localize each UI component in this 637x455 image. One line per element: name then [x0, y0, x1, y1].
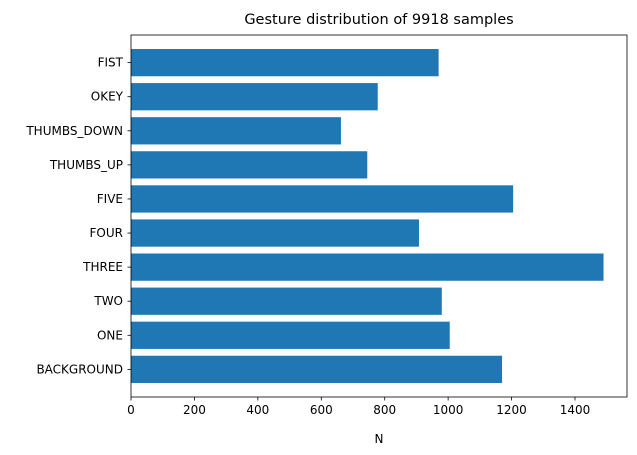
bar-okey — [131, 83, 378, 111]
x-axis-ticks: 0 200 400 600 800 1000 1200 1400 — [127, 397, 590, 417]
y-tick-label-three: THREE — [82, 260, 123, 274]
bar-three — [131, 253, 604, 281]
y-axis-ticks: BACKGROUND ONE TWO THREE FOUR FIVE THUMBS_UP TH… — [25, 56, 131, 376]
x-tick-label-400: 400 — [246, 403, 269, 417]
chart-title: Gesture distribution of 9918 samples — [244, 12, 513, 28]
y-tick-label-okey: OKEY — [91, 90, 124, 104]
bar-five — [131, 185, 514, 213]
x-tick-label-1400: 1400 — [560, 403, 591, 417]
bar-two — [131, 287, 442, 315]
x-tick-label-200: 200 — [183, 403, 206, 417]
y-tick-label-five: FIVE — [97, 192, 123, 206]
bar-thumbs-up — [131, 151, 368, 179]
bar-background — [131, 355, 503, 383]
y-tick-label-four: FOUR — [90, 226, 123, 240]
bar-four — [131, 219, 419, 247]
x-tick-label-1200: 1200 — [496, 403, 527, 417]
x-tick-label-800: 800 — [373, 403, 396, 417]
y-tick-label-thumbs-down: THUMBS_DOWN — [25, 124, 123, 138]
y-tick-label-fist: FIST — [98, 56, 124, 70]
x-tick-label-600: 600 — [310, 403, 333, 417]
bar-thumbs-down — [131, 117, 341, 145]
bars-group — [131, 49, 604, 383]
y-tick-label-two: TWO — [93, 294, 123, 308]
x-axis-label: N — [375, 432, 384, 446]
x-tick-label-0: 0 — [127, 403, 135, 417]
plot-area-frame — [130, 34, 628, 398]
bar-fist — [131, 49, 439, 77]
y-tick-label-background: BACKGROUND — [36, 362, 123, 376]
y-tick-label-thumbs-up: THUMBS_UP — [49, 158, 123, 172]
bar-one — [131, 321, 450, 349]
x-tick-label-1000: 1000 — [433, 403, 464, 417]
y-tick-label-one: ONE — [97, 328, 123, 342]
